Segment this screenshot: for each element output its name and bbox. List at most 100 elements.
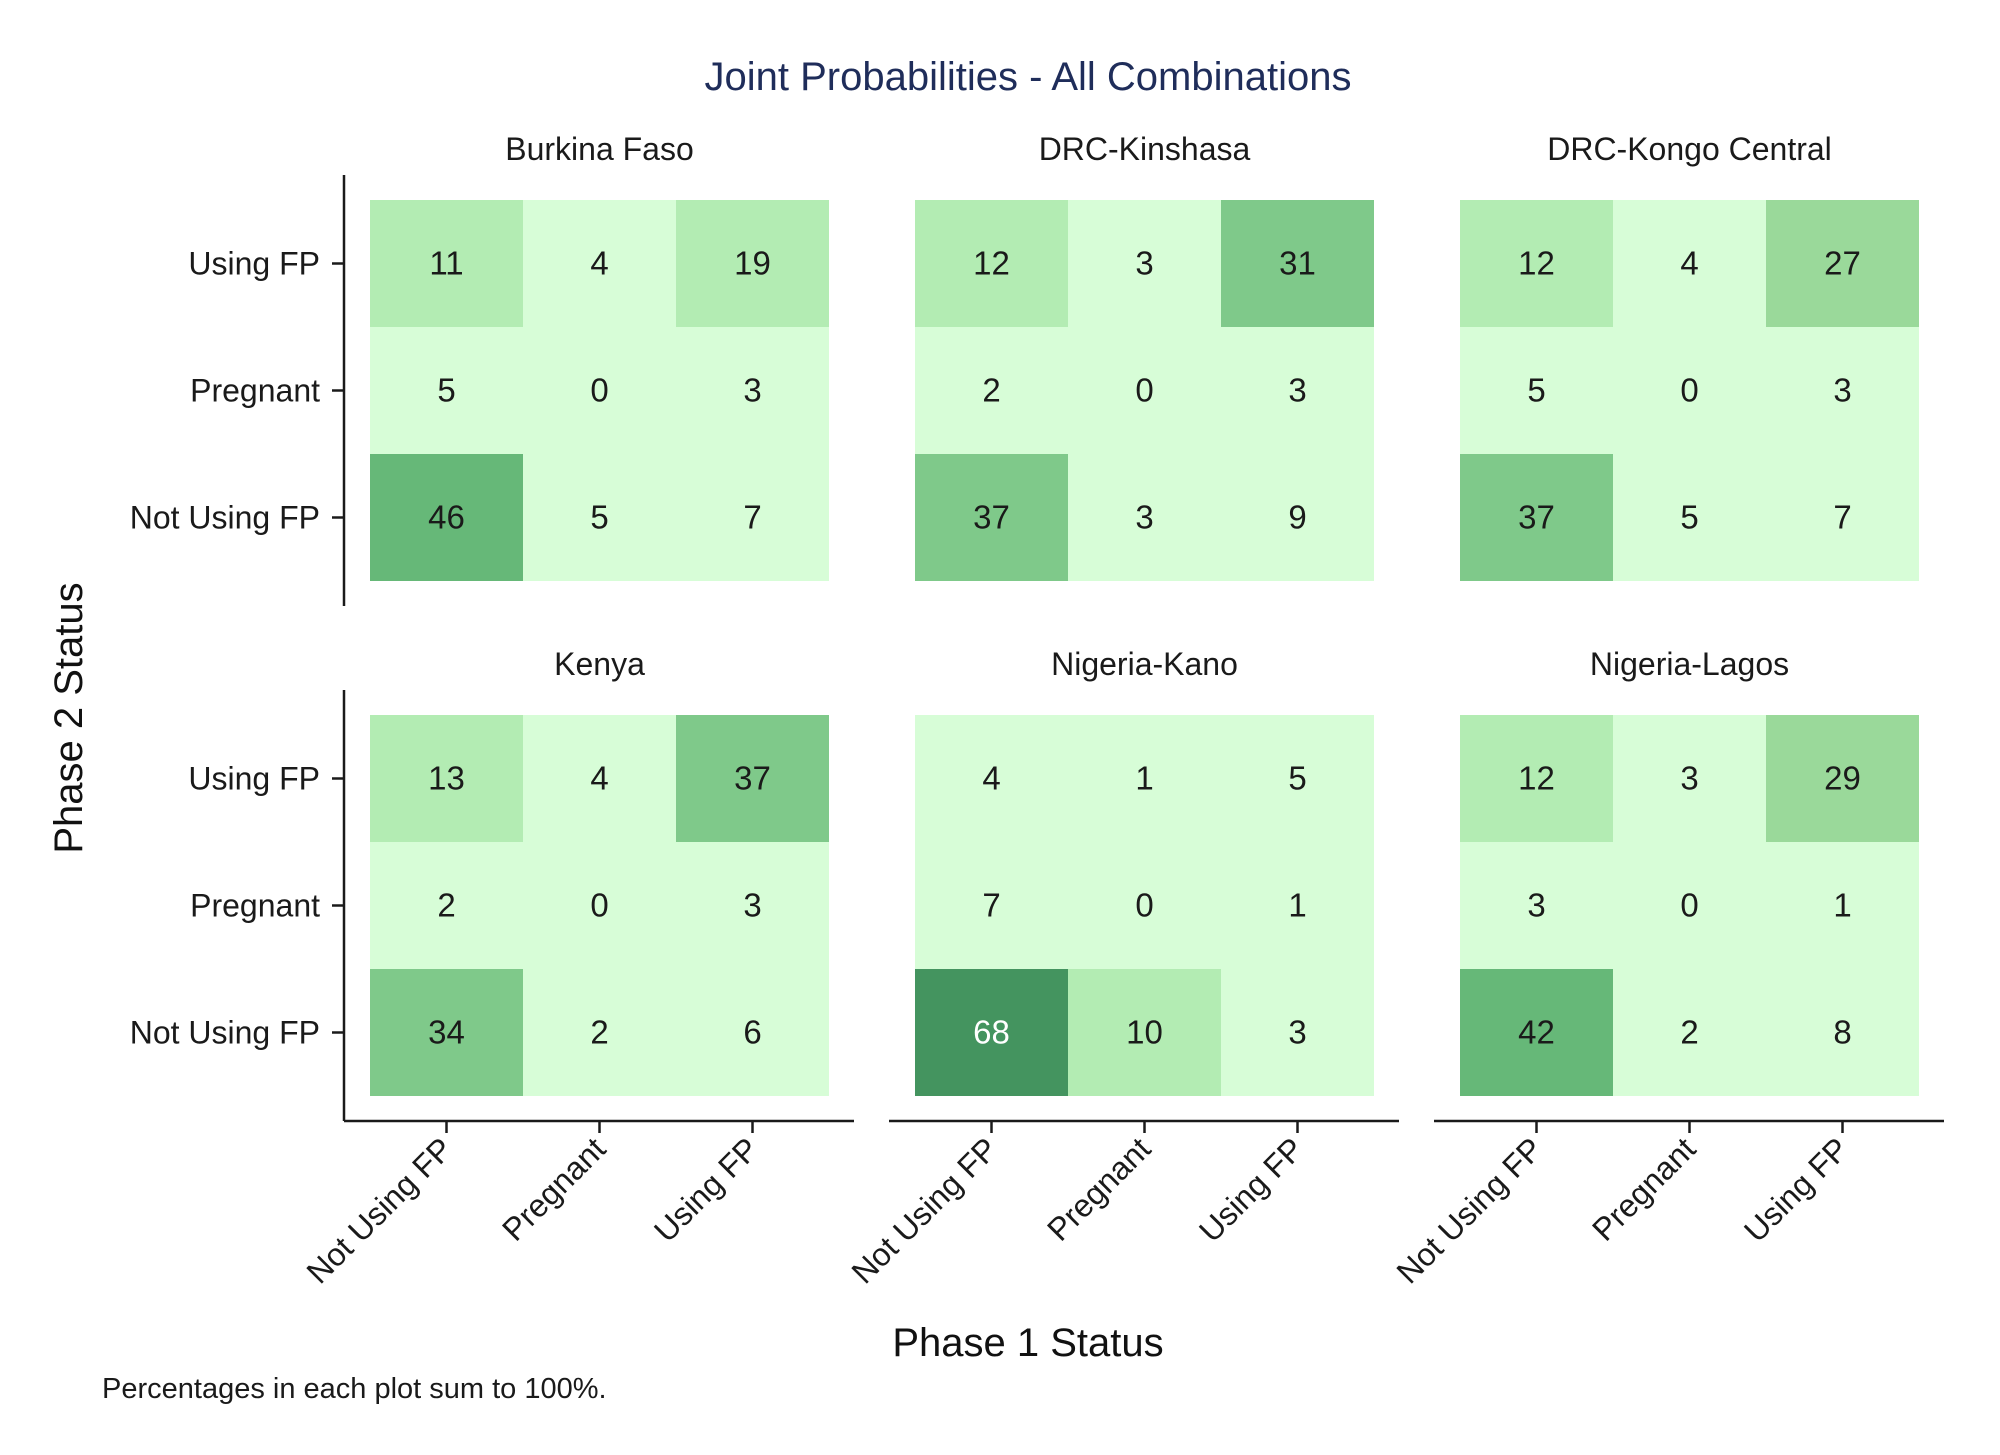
heatmap-cell: [1068, 715, 1221, 842]
cell-value-label: 3: [1135, 499, 1153, 536]
heatmap-cell: [523, 454, 676, 581]
heatmap-cell: [1766, 842, 1919, 969]
heatmap-cell: [1068, 200, 1221, 327]
cell-value-label: 5: [1288, 760, 1306, 797]
heatmap-cell: [370, 327, 523, 454]
heatmap-cell: [1613, 969, 1766, 1096]
cell-value-label: 42: [1518, 1014, 1555, 1051]
cell-value-label: 0: [1680, 887, 1698, 924]
heatmap-cell: [370, 200, 523, 327]
heatmap-cell: [676, 715, 829, 842]
cell-value-label: 1: [1288, 887, 1306, 924]
y-tick-label: Pregnant: [190, 888, 320, 924]
x-tick-label: Pregnant: [1040, 1130, 1157, 1247]
cell-value-label: 2: [982, 372, 1000, 409]
heatmap-cell: [676, 969, 829, 1096]
heatmap-cell: [915, 969, 1068, 1096]
panel-drc-kinshasa: DRC-Kinshasa 12 3 31 2 0 3 37 3 9: [915, 131, 1374, 581]
cell-value-label: 37: [734, 760, 771, 797]
heatmap-cell: [1613, 842, 1766, 969]
heatmap-cell: [370, 454, 523, 581]
heatmap-cell: [676, 200, 829, 327]
y-axis-title: Phase 2 Status: [47, 582, 91, 853]
cell-value-label: 5: [1527, 372, 1545, 409]
heatmap-cell: [915, 715, 1068, 842]
x-tick-label: Pregnant: [1585, 1130, 1702, 1247]
heatmap-cell: [676, 454, 829, 581]
heatmap-cell: [1766, 454, 1919, 581]
cell-value-label: 29: [1824, 760, 1861, 797]
y-tick-label: Using FP: [188, 246, 320, 282]
heatmap-cell: [1460, 327, 1613, 454]
heatmap-cell: [370, 969, 523, 1096]
panel-burkina-faso: Burkina Faso 11 4 19 5 0 3 46 5 7 Using FP Pregnant…: [130, 131, 829, 606]
cell-value-label: 34: [428, 1014, 465, 1051]
cell-value-label: 10: [1126, 1014, 1163, 1051]
cell-value-label: 7: [1833, 499, 1851, 536]
cell-value-label: 0: [1135, 887, 1153, 924]
cell-value-label: 0: [1680, 372, 1698, 409]
cell-value-label: 8: [1833, 1014, 1851, 1051]
heatmap-cell: [1613, 200, 1766, 327]
heatmap-cell: [1221, 842, 1374, 969]
cell-value-label: 4: [1680, 245, 1698, 282]
cell-value-label: 5: [1680, 499, 1698, 536]
heatmap-cell: [1221, 454, 1374, 581]
heatmap-cell: [1613, 327, 1766, 454]
heatmap-cell: [523, 715, 676, 842]
cell-value-label: 1: [1135, 760, 1153, 797]
heatmap-cell: [1766, 715, 1919, 842]
heatmap-cell: [1460, 454, 1613, 581]
cell-value-label: 0: [1135, 372, 1153, 409]
chart-title: Joint Probabilities - All Combinations: [705, 55, 1352, 99]
cell-value-label: 12: [973, 245, 1010, 282]
y-tick-label: Not Using FP: [130, 1015, 320, 1051]
y-tick-label: Not Using FP: [130, 500, 320, 536]
y-tick-label: Pregnant: [190, 373, 320, 409]
x-tick-label: Not Using FP: [1389, 1130, 1549, 1290]
heatmap-cell: [370, 842, 523, 969]
cell-value-label: 68: [973, 1014, 1010, 1051]
heatmap-cell: [1766, 969, 1919, 1096]
facet-title: DRC-Kongo Central: [1547, 131, 1832, 167]
cell-value-label: 9: [1288, 499, 1306, 536]
cell-value-label: 3: [1527, 887, 1545, 924]
panel-nigeria-kano: Nigeria-Kano 4 1 5 7 0 1 68 10 3 Not Using FP Pregn…: [844, 646, 1399, 1290]
cell-value-label: 0: [590, 887, 608, 924]
heatmap-cell: [523, 842, 676, 969]
heatmap-cell: [523, 327, 676, 454]
cell-value-label: 3: [1833, 372, 1851, 409]
x-tick-label: Pregnant: [495, 1130, 612, 1247]
cell-value-label: 4: [590, 245, 608, 282]
cell-value-label: 1: [1833, 887, 1851, 924]
x-tick-label: Not Using FP: [299, 1130, 459, 1290]
cell-value-label: 4: [982, 760, 1000, 797]
cell-value-label: 2: [437, 887, 455, 924]
cell-value-label: 3: [1680, 760, 1698, 797]
x-tick-label: Using FP: [647, 1130, 766, 1249]
heatmap-cell: [1460, 715, 1613, 842]
cell-value-label: 46: [428, 499, 465, 536]
cell-value-label: 12: [1518, 760, 1555, 797]
cell-value-label: 13: [428, 760, 465, 797]
cell-value-label: 12: [1518, 245, 1555, 282]
cell-value-label: 5: [437, 372, 455, 409]
cell-value-label: 0: [590, 372, 608, 409]
x-tick-label: Using FP: [1737, 1130, 1856, 1249]
cell-value-label: 37: [973, 499, 1010, 536]
heatmap-cell: [915, 327, 1068, 454]
chart-caption: Percentages in each plot sum to 100%.: [102, 1373, 607, 1405]
cell-value-label: 2: [1680, 1014, 1698, 1051]
x-axis-title: Phase 1 Status: [892, 1321, 1163, 1365]
cell-value-label: 3: [1288, 1014, 1306, 1051]
heatmap-cell: [1766, 327, 1919, 454]
heatmap-cell: [1221, 715, 1374, 842]
cell-value-label: 11: [429, 245, 463, 282]
cell-value-label: 5: [590, 499, 608, 536]
heatmap-cell: [676, 842, 829, 969]
cell-value-label: 19: [734, 245, 771, 282]
heatmap-cell: [1460, 200, 1613, 327]
